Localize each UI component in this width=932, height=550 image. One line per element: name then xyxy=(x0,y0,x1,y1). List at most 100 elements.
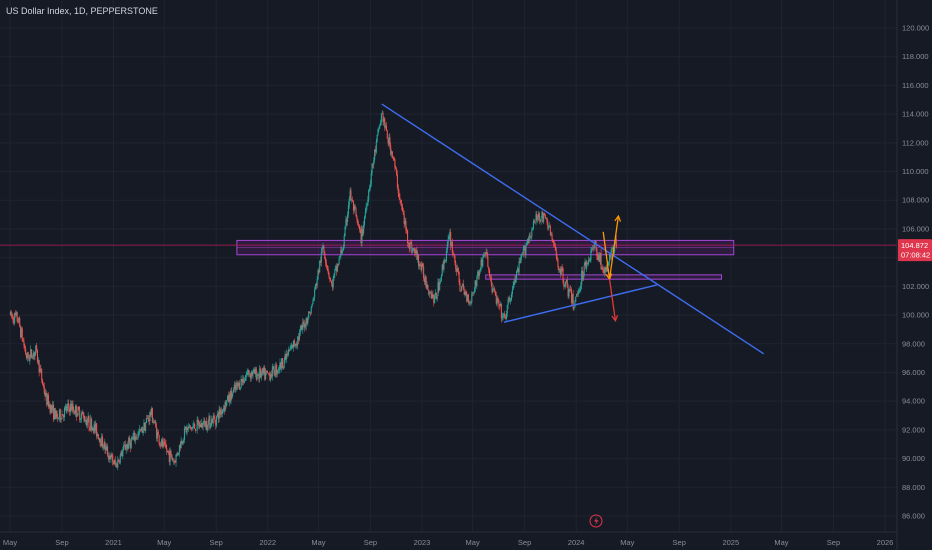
candle-body xyxy=(371,163,373,174)
candle-body xyxy=(317,270,319,280)
candle-body xyxy=(341,250,344,253)
candle-body xyxy=(38,360,40,373)
candle-body xyxy=(37,360,39,362)
candle-body xyxy=(370,173,372,184)
candle-body xyxy=(109,456,111,460)
candle-body xyxy=(611,249,613,250)
candle-body xyxy=(67,403,69,407)
candle-body xyxy=(281,358,284,369)
candle-body xyxy=(83,414,85,420)
candle-body xyxy=(186,427,188,433)
candle-body xyxy=(601,268,603,270)
candle-body xyxy=(20,326,22,338)
candle-body xyxy=(182,441,184,444)
candle-body xyxy=(307,318,309,324)
candle-body xyxy=(597,254,600,261)
candle-body xyxy=(161,439,163,446)
candle-body xyxy=(280,362,282,369)
y-tick-label: 110.000 xyxy=(902,167,929,176)
candle-body xyxy=(410,242,412,245)
candle-body xyxy=(148,419,150,422)
lightning-icon[interactable] xyxy=(589,514,603,528)
candle-body xyxy=(563,282,565,287)
candle-body xyxy=(44,392,46,397)
candle-body xyxy=(11,315,13,316)
candle-body xyxy=(237,382,239,386)
candle-body xyxy=(96,423,98,437)
candle-body xyxy=(115,463,117,465)
candle-body xyxy=(50,405,52,413)
candle-body xyxy=(353,206,355,211)
candle-body xyxy=(165,443,167,449)
candle-body xyxy=(214,418,216,421)
candle-body xyxy=(537,217,539,220)
candle-body xyxy=(345,219,347,228)
candle-body xyxy=(478,271,480,276)
candle-body xyxy=(465,291,467,295)
candle-body xyxy=(401,206,404,212)
candle-body xyxy=(73,409,75,413)
candle-body xyxy=(92,427,94,432)
candle-body xyxy=(41,379,44,385)
candle-body xyxy=(291,344,293,347)
candle-body xyxy=(612,247,614,250)
candle-body xyxy=(526,243,528,246)
candle-body xyxy=(234,384,236,390)
candle-body xyxy=(491,283,493,292)
y-tick-label: 100.000 xyxy=(902,311,929,320)
candle-body xyxy=(421,263,423,271)
candle-body xyxy=(274,373,276,376)
candle-body xyxy=(441,264,443,276)
candle-body xyxy=(494,291,497,296)
candle-body xyxy=(535,214,537,223)
candle-body xyxy=(125,447,127,450)
candle-body xyxy=(132,437,134,440)
candle-body xyxy=(477,271,479,278)
candle-body xyxy=(379,125,381,129)
candle-body xyxy=(357,218,359,225)
candle-body xyxy=(461,284,464,287)
candle-body xyxy=(147,418,149,420)
candle-body xyxy=(58,417,60,419)
x-tick-label: May xyxy=(620,538,634,547)
candle-body xyxy=(321,248,323,252)
candle-body xyxy=(122,450,124,456)
candle-body xyxy=(61,414,63,419)
candle-body xyxy=(224,402,226,412)
candle-body xyxy=(221,409,224,414)
candle-body xyxy=(285,354,287,359)
candle-body xyxy=(294,345,296,346)
candle-body xyxy=(191,427,193,430)
candle-body xyxy=(144,422,146,431)
candle-body xyxy=(474,280,476,292)
candle-body xyxy=(332,277,334,288)
candle-body xyxy=(414,252,416,254)
candle-body xyxy=(328,272,330,277)
candle-body xyxy=(134,432,136,441)
candle-body xyxy=(183,428,186,441)
candle-body xyxy=(586,263,588,269)
candle-body xyxy=(412,248,415,251)
candle-body xyxy=(301,325,303,330)
candle-body xyxy=(514,279,516,282)
candle-body xyxy=(70,403,72,411)
candle-body xyxy=(339,256,341,258)
candle-body xyxy=(375,141,377,153)
candle-body xyxy=(516,271,518,280)
candle-body xyxy=(458,271,460,283)
candle-body xyxy=(428,289,430,295)
candle-body xyxy=(330,279,332,282)
candle-body xyxy=(358,225,360,230)
candle-body xyxy=(198,422,200,427)
candles xyxy=(9,110,617,471)
candle-body xyxy=(52,404,54,411)
candle-body xyxy=(576,293,578,297)
candle-body xyxy=(220,410,222,415)
candle-body xyxy=(172,458,174,462)
candle-body xyxy=(177,453,179,455)
candle-body xyxy=(137,433,139,438)
candle-body xyxy=(303,323,306,328)
candle-body xyxy=(440,275,442,281)
candle-body xyxy=(236,382,238,387)
